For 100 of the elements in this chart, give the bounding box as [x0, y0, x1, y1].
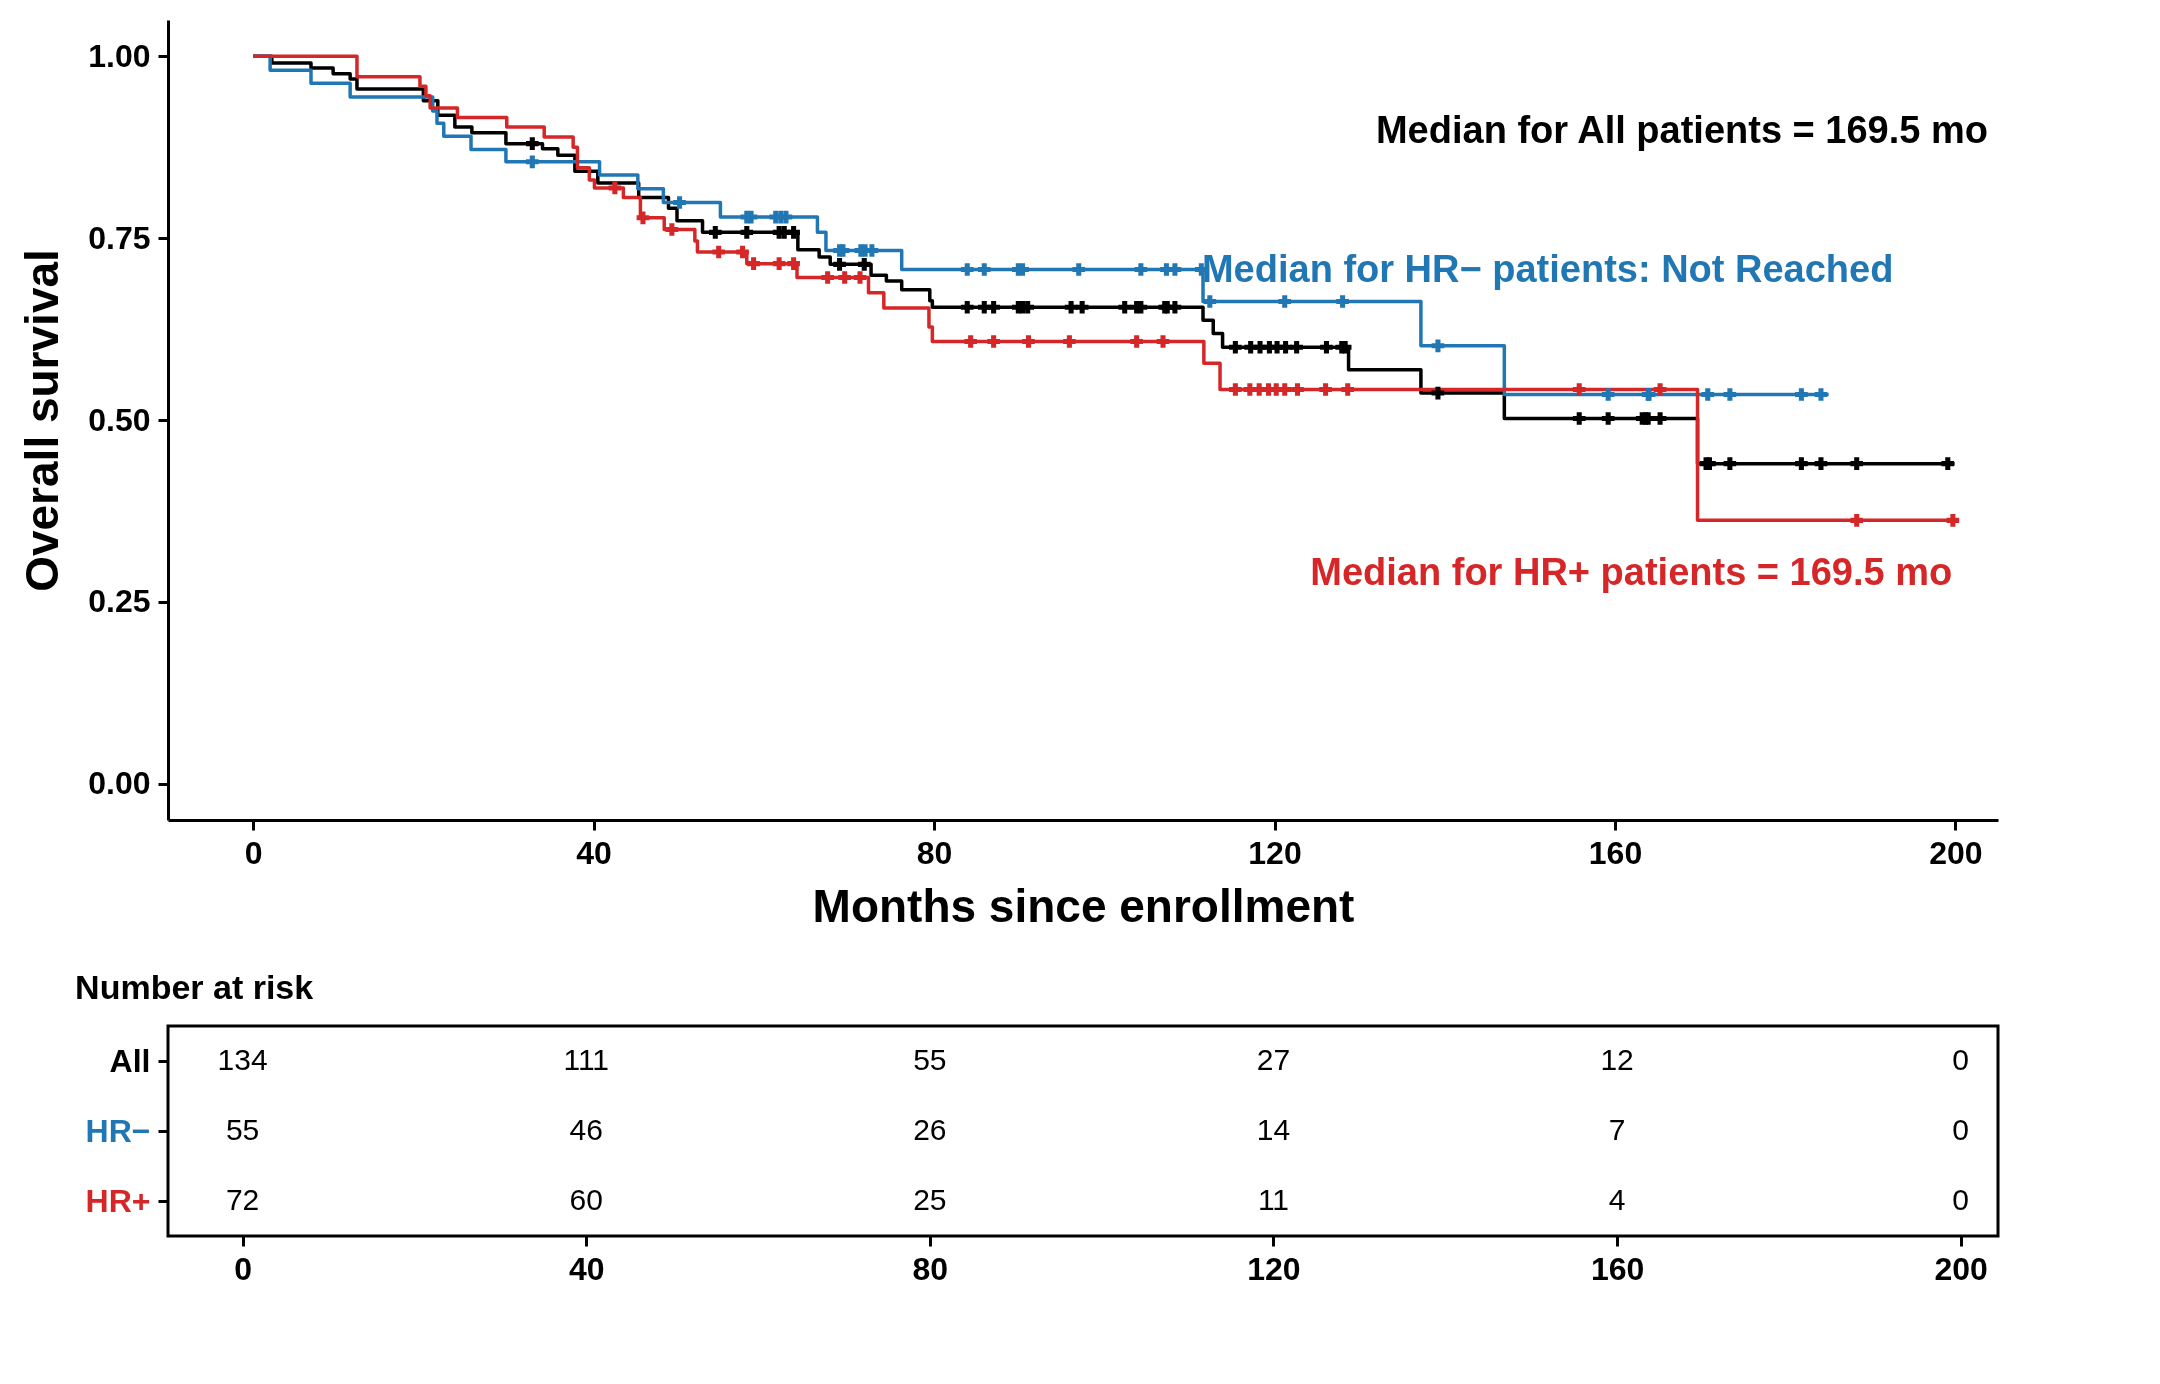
y-tick-label: HR− [85, 1112, 151, 1149]
data-label: 0 [1952, 1043, 1970, 1076]
annotation: Median for HR− patients: Not Reached [1201, 248, 1894, 291]
x-tick-label: 40 [568, 1250, 605, 1287]
point [665, 223, 679, 236]
point [787, 257, 800, 270]
x-tick-label: 0 [244, 834, 263, 871]
point [1064, 300, 1078, 314]
point [838, 271, 851, 284]
point [1653, 383, 1667, 396]
point [1341, 383, 1355, 396]
point [960, 263, 974, 276]
point [1022, 335, 1035, 348]
point [964, 335, 977, 348]
point [1229, 340, 1242, 354]
point [525, 155, 539, 169]
point [1795, 457, 1808, 470]
chart-title: Number at risk [75, 968, 314, 1006]
point [1134, 263, 1148, 276]
x-tick-label: 160 [1590, 1250, 1645, 1287]
point [787, 226, 800, 239]
point [1291, 383, 1304, 396]
data-label: 0 [1952, 1113, 1970, 1146]
point [708, 226, 722, 239]
point [1946, 514, 1960, 527]
point [960, 300, 974, 314]
point [1075, 300, 1089, 314]
point [1814, 388, 1828, 401]
y-tick-label: 0.25 [88, 583, 151, 620]
point [1431, 339, 1445, 353]
point [1168, 300, 1182, 314]
point [1336, 295, 1349, 308]
point [1431, 386, 1445, 400]
data-label: 72 [225, 1183, 260, 1216]
point [736, 245, 749, 259]
x-tick-label: 80 [912, 1250, 949, 1287]
annotation: Median for All patients = 169.5 mo [1375, 109, 1988, 151]
point [1795, 388, 1808, 401]
point [853, 271, 867, 284]
point [712, 245, 726, 259]
point [747, 257, 760, 270]
point [1703, 457, 1716, 470]
x-tick-label: 120 [1248, 834, 1302, 871]
x-tick-label: 0 [234, 1250, 252, 1287]
x-tick-label: 200 [1929, 834, 1983, 871]
data-label: 55 [913, 1043, 947, 1076]
x-axis-title: Months since enrollment [812, 879, 1355, 932]
point [1203, 295, 1217, 308]
point [1118, 300, 1132, 314]
x-tick-label: 120 [1247, 1250, 1301, 1287]
x-tick-label: 40 [576, 834, 612, 871]
data-label: 12 [1600, 1043, 1634, 1076]
annotation: Median for HR+ patients = 169.5 mo [1310, 550, 1953, 593]
point [1063, 335, 1076, 348]
point [1850, 457, 1864, 470]
data-label: 46 [569, 1113, 603, 1146]
point [1814, 457, 1828, 470]
data-label: 0 [1952, 1183, 1970, 1216]
data-label: 11 [1257, 1183, 1290, 1216]
data-label: 111 [563, 1043, 610, 1076]
point [1319, 383, 1332, 396]
y-tick-label: 0.50 [88, 401, 151, 438]
data-label: 27 [1256, 1043, 1291, 1076]
data-label: 25 [913, 1183, 947, 1216]
x-tick-label: 200 [1934, 1250, 1988, 1287]
data-label: 4 [1608, 1183, 1626, 1216]
data-label: 134 [217, 1043, 268, 1076]
point [833, 258, 846, 271]
point [636, 211, 650, 225]
point [1723, 388, 1737, 401]
data-label: 60 [569, 1183, 603, 1216]
point [673, 196, 686, 209]
x-tick-label: 80 [916, 834, 953, 871]
point [1278, 295, 1292, 308]
point [608, 181, 622, 195]
point [1572, 383, 1586, 396]
point [525, 137, 539, 150]
point [977, 263, 991, 276]
y-tick-label: 0.00 [88, 765, 151, 802]
point [987, 300, 1000, 314]
point [857, 258, 871, 271]
point [1156, 335, 1170, 348]
point [1320, 340, 1333, 354]
point [1601, 412, 1615, 425]
point [1279, 340, 1292, 354]
point [1072, 263, 1086, 276]
point [987, 335, 1000, 348]
data-label: 26 [913, 1113, 947, 1146]
point [821, 271, 834, 284]
y-tick-label: 0.75 [88, 219, 151, 256]
data-label: 7 [1608, 1113, 1626, 1146]
point [1572, 412, 1586, 425]
data-label: 14 [1256, 1113, 1291, 1146]
x-tick-label: 160 [1588, 834, 1643, 871]
y-axis-title: Overall survival [16, 249, 69, 592]
point [1130, 335, 1143, 348]
point [1850, 514, 1864, 527]
y-tick-label: HR+ [85, 1182, 151, 1219]
point [740, 226, 754, 239]
point [1701, 388, 1715, 401]
